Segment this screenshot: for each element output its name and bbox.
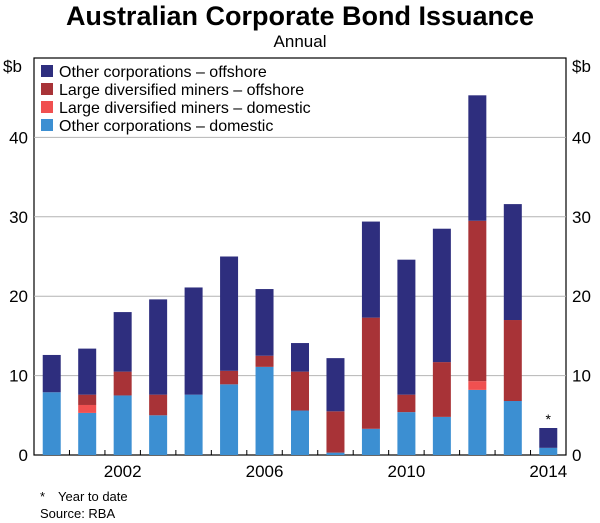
bar-segment — [432, 416, 451, 455]
bar-segment — [184, 394, 203, 455]
legend-label: Large diversified miners – domestic — [59, 100, 311, 117]
bars — [42, 95, 558, 455]
bar-segment — [468, 381, 487, 390]
bar-segment — [397, 412, 416, 455]
bar-segment — [78, 412, 97, 455]
bar-segment — [539, 447, 558, 455]
bar-segment — [397, 394, 416, 413]
bar-segment — [78, 348, 97, 395]
legend-swatch — [41, 101, 53, 113]
bar-segment — [184, 287, 203, 395]
bar-segment — [291, 410, 309, 455]
y-tick-label-right: 10 — [572, 367, 591, 386]
bar-segment — [149, 299, 168, 395]
y-tick-label-left: 0 — [19, 446, 28, 465]
bar-segment — [220, 384, 239, 455]
y-tick-label-right: 30 — [572, 208, 591, 227]
legend-swatch — [41, 119, 53, 131]
x-tick-label: 2010 — [387, 462, 425, 481]
source-note: Source: RBA — [40, 506, 116, 521]
bar-segment — [42, 354, 61, 393]
legend-swatch — [41, 83, 53, 95]
bond-issuance-chart: 2002 2006 2010 2014 0 0 10 10 20 20 30 30 40 40 Othe… — [3, 57, 591, 481]
bar-segment — [361, 221, 380, 318]
bar-segment — [291, 343, 309, 372]
bar-segment — [255, 366, 274, 455]
y-axis-label-right: $b — [572, 57, 591, 76]
bar-segment — [255, 355, 274, 367]
bar-segment — [42, 392, 61, 455]
bar-segment — [432, 228, 451, 363]
y-tick-label-left: 40 — [9, 128, 28, 147]
y-tick-label-right: 20 — [572, 287, 591, 306]
bar-segment — [113, 312, 132, 372]
bar-segment — [220, 256, 239, 371]
bar-segment — [503, 401, 522, 455]
bar-segment — [78, 394, 97, 405]
bar-segment — [468, 95, 487, 221]
x-tick-label: 2002 — [104, 462, 142, 481]
bar-segment — [468, 220, 487, 382]
legend-label: Large diversified miners – offshore — [59, 82, 304, 99]
bar-segment — [291, 371, 309, 411]
bar-segment — [468, 389, 487, 455]
y-tick-label-right: 40 — [572, 128, 591, 147]
bar-segment — [361, 317, 380, 429]
bar-segment — [78, 404, 97, 413]
legend-swatch — [41, 65, 53, 77]
bar-segment — [503, 320, 522, 402]
year-to-date-marker: * — [546, 411, 552, 427]
bar-segment — [149, 415, 168, 455]
bar-segment — [326, 358, 345, 412]
y-tick-label-left: 20 — [9, 287, 28, 306]
footnote-text: Year to date — [58, 489, 128, 504]
bar-segment — [113, 371, 132, 396]
y-ticks: 0 0 10 10 20 20 30 30 40 40 — [9, 128, 591, 465]
x-tick-label: 2006 — [246, 462, 284, 481]
chart-title: Australian Corporate Bond Issuance — [65, 1, 535, 31]
bar-segment — [255, 289, 274, 356]
bar-segment — [397, 259, 416, 395]
footnote: * Year to date — [40, 489, 128, 505]
bar-segment — [220, 370, 239, 385]
bar-segment — [503, 204, 522, 321]
y-tick-label-left: 30 — [9, 208, 28, 227]
x-ticks: 2002 2006 2010 2014 — [33, 450, 567, 481]
y-tick-label-right: 0 — [572, 446, 581, 465]
bar-segment — [326, 411, 345, 453]
legend-label: Other corporations – domestic — [59, 118, 273, 135]
legend-label: Other corporations – offshore — [59, 64, 267, 81]
x-tick-label: 2014 — [529, 462, 567, 481]
bar-segment — [361, 428, 380, 455]
y-tick-label-left: 10 — [9, 367, 28, 386]
y-axis-label-left: $b — [3, 57, 22, 76]
bar-segment — [539, 428, 558, 448]
bar-segment — [326, 452, 345, 455]
bar-segment — [432, 362, 451, 417]
bar-segment — [113, 395, 132, 455]
bar-segment — [149, 394, 168, 416]
chart-subtitle: Annual — [273, 32, 327, 51]
footnote-marker: * — [40, 489, 46, 504]
